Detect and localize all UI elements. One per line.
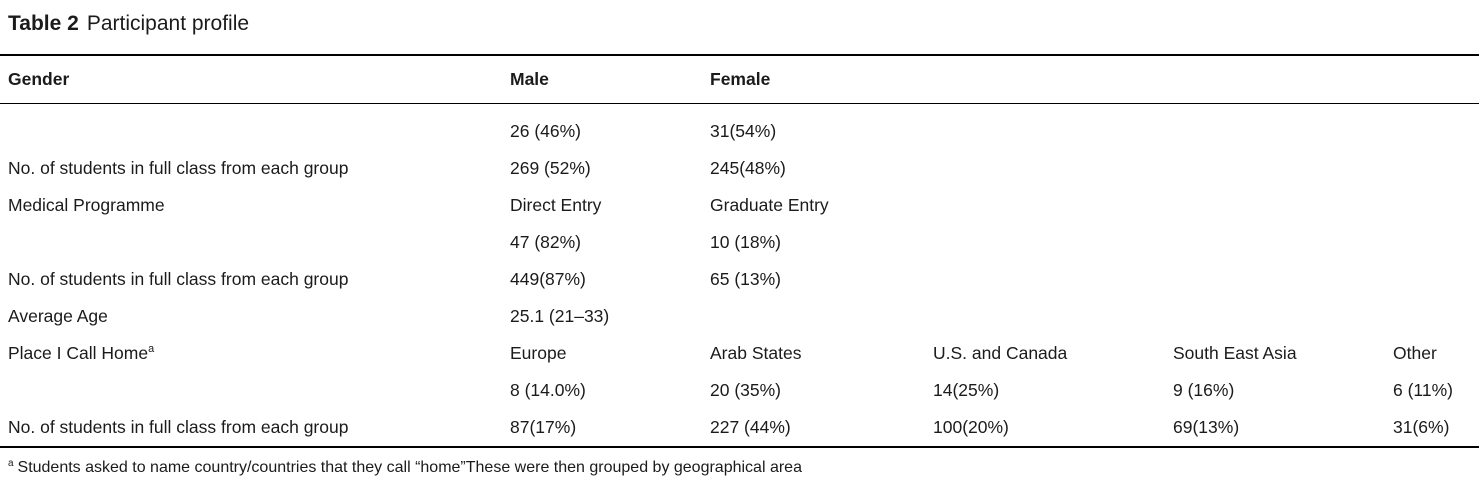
table-cell: South East Asia [1173, 343, 1297, 364]
table-body: 26 (46%) 31(54%) No. of students in full c… [0, 104, 1479, 446]
table-title-text: Participant profile [86, 12, 250, 35]
table-row: No. of students in full class from each … [0, 409, 1479, 446]
table-cell: 449(87%) [510, 269, 586, 290]
table-cell: 69(13%) [1173, 417, 1240, 438]
table-cell: Europe [510, 343, 567, 364]
participant-profile-table: Gender Male Female 26 (46%) 31(54%) No. of… [0, 54, 1479, 448]
table-cell: Other [1393, 343, 1437, 364]
table-row: Average Age 25.1 (21–33) [0, 298, 1479, 335]
table-cell: 227 (44%) [710, 417, 791, 438]
table-cell: 20 (35%) [710, 380, 782, 401]
table-cell: Arab States [710, 343, 802, 364]
column-header-female: Female [710, 69, 771, 90]
table-cell: Average Age [8, 306, 108, 327]
table-cell: 25.1 (21–33) [510, 306, 610, 327]
table-cell: 87(17%) [510, 417, 577, 438]
table-cell: 8 (14.0%) [510, 380, 586, 401]
table-cell: 100(20%) [933, 417, 1009, 438]
table-row: No. of students in full class from each … [0, 150, 1479, 187]
table-row: No. of students in full class from each … [0, 261, 1479, 298]
table-row: 47 (82%) 10 (18%) [0, 224, 1479, 261]
column-header-gender: Gender [8, 69, 70, 90]
table-cell: 14(25%) [933, 380, 1000, 401]
table-cell: 245(48%) [710, 158, 786, 179]
footnote-marker-ref: a [148, 343, 155, 356]
table-cell: 9 (16%) [1173, 380, 1235, 401]
table-cell: No. of students in full class from each … [8, 158, 349, 179]
table-row: Medical Programme Direct Entry Graduate En… [0, 187, 1479, 224]
table-cell: 31(54%) [710, 121, 777, 142]
table-row: 26 (46%) 31(54%) [0, 113, 1479, 150]
table-cell: 269 (52%) [510, 158, 591, 179]
table-cell: 47 (82%) [510, 232, 582, 253]
footnote-text: Students asked to name country/countries… [17, 459, 802, 476]
table-number-label: Table 2 [8, 12, 79, 35]
table-cell: Direct Entry [510, 195, 602, 216]
column-header-male: Male [510, 69, 549, 90]
table-cell: 6 (11%) [1393, 380, 1453, 401]
table-cell: Medical Programme [8, 195, 165, 216]
table-header-row: Gender Male Female [0, 56, 1479, 104]
table-cell: Graduate Entry [710, 195, 829, 216]
table-cell: 10 (18%) [710, 232, 782, 253]
table-row: 8 (14.0%) 20 (35%) 14(25%) 9 (16%) 6 (11%) [0, 372, 1479, 409]
table-cell: U.S. and Canada [933, 343, 1068, 364]
table-row: Place I Call Homea Europe Arab States U.S. … [0, 335, 1479, 372]
table-cell: Place I Call Homea [8, 343, 155, 364]
table-cell: 26 (46%) [510, 121, 582, 142]
table-caption: Table 2 Participant profile [8, 10, 249, 37]
table-cell: No. of students in full class from each … [8, 417, 349, 438]
table-cell: 31(6%) [1393, 417, 1450, 438]
table-cell: 65 (13%) [710, 269, 782, 290]
table-footnote: a Students asked to name country/countrie… [8, 457, 802, 478]
table-cell: No. of students in full class from each … [8, 269, 349, 290]
footnote-marker: a [8, 457, 14, 469]
